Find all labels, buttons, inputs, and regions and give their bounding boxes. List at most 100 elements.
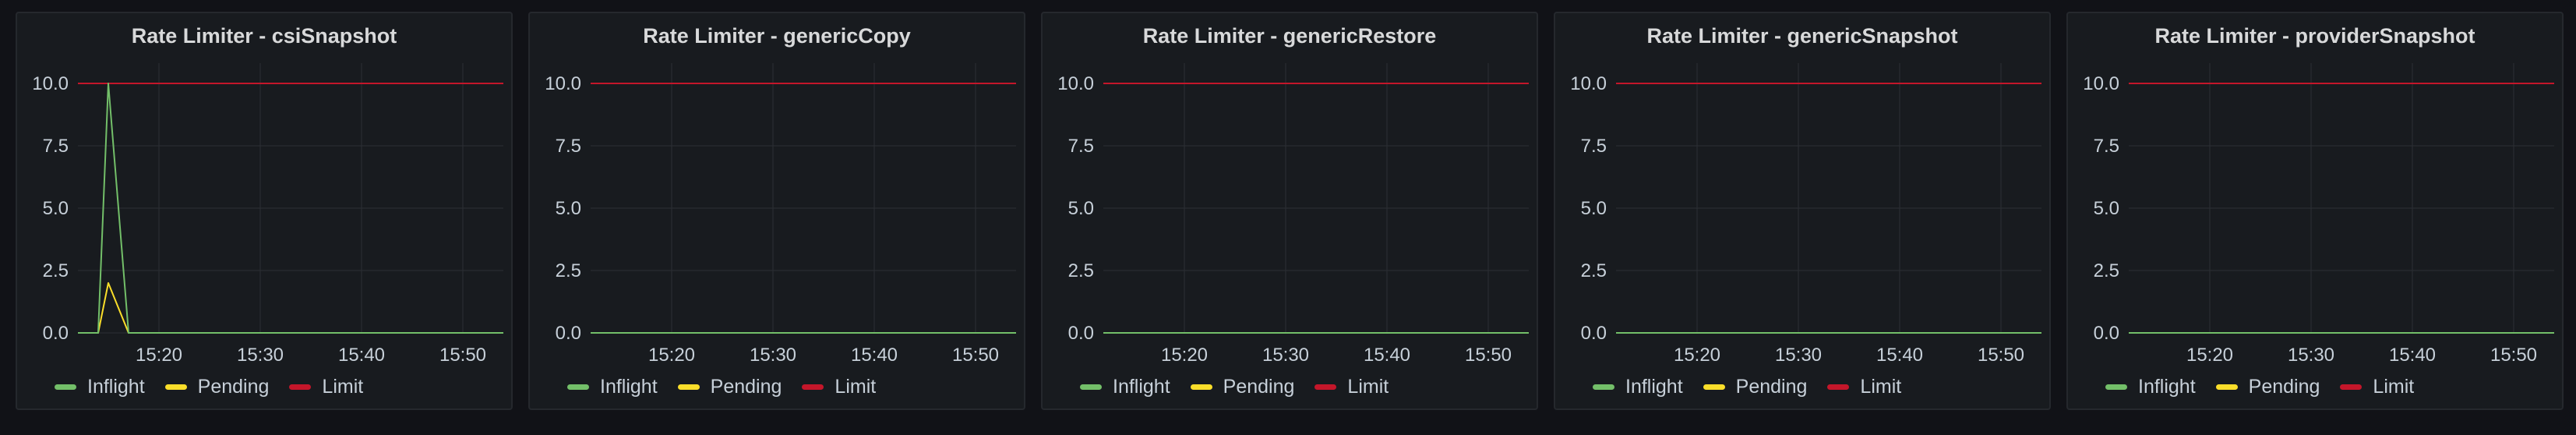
y-tick-label: 2.5 xyxy=(2094,260,2119,281)
y-tick-label: 10.0 xyxy=(32,73,69,94)
y-tick-label: 7.5 xyxy=(43,136,69,157)
legend-item-inflight[interactable]: Inflight xyxy=(2105,376,2196,398)
panel-csisnapshot[interactable]: Rate Limiter - csiSnapshot 0.0 2.5 5.0 7.5 1… xyxy=(16,12,513,410)
panel-genericsnapshot[interactable]: Rate Limiter - genericSnapshot 0.0 2.5 5.0… xyxy=(1554,12,2051,410)
x-tick-label: 15:40 xyxy=(1876,345,1923,366)
legend-swatch xyxy=(2105,384,2127,390)
legend-label: Inflight xyxy=(600,375,658,398)
chart-plot[interactable]: 0.0 2.5 5.0 7.5 10.0 15:20 15:30 15:40 15:50 xyxy=(1043,13,1537,372)
y-tick-label: 5.0 xyxy=(1581,198,1607,219)
chart-plot[interactable]: 0.0 2.5 5.0 7.5 10.0 15:20 15:30 15:40 15:50 xyxy=(530,13,1024,372)
legend-item-pending[interactable]: Pending xyxy=(2215,376,2320,398)
legend-item-inflight[interactable]: Inflight xyxy=(567,376,658,398)
legend-label: Limit xyxy=(1347,375,1389,398)
y-tick-label: 2.5 xyxy=(43,260,69,281)
y-tick-label: 2.5 xyxy=(1068,260,1094,281)
legend-swatch xyxy=(567,384,589,390)
legend-item-inflight[interactable]: Inflight xyxy=(55,376,145,398)
y-tick-label: 10.0 xyxy=(2083,73,2119,94)
legend-label: Limit xyxy=(1860,375,1902,398)
panel-title: Rate Limiter - genericSnapshot xyxy=(1646,24,1958,48)
chart-plot[interactable]: 0.0 2.5 5.0 7.5 10.0 15:20 15:30 15:40 15:50 xyxy=(17,13,511,372)
legend-label: Inflight xyxy=(1113,375,1170,398)
y-tick-label: 10.0 xyxy=(1057,73,1094,94)
y-tick-label: 2.5 xyxy=(1581,260,1607,281)
series-line-pending[interactable] xyxy=(78,282,503,334)
x-tick-label: 15:50 xyxy=(952,345,999,366)
x-tick-label: 15:20 xyxy=(1161,345,1208,366)
y-tick-label: 7.5 xyxy=(1068,136,1094,157)
legend-label: Limit xyxy=(322,375,364,398)
panel-genericcopy[interactable]: Rate Limiter - genericCopy 0.0 2.5 5.0 7.5 1… xyxy=(528,12,1025,410)
x-tick-label: 15:30 xyxy=(2288,345,2334,366)
y-tick-label: 0.0 xyxy=(1581,323,1607,344)
x-tick-label: 15:30 xyxy=(237,345,284,366)
legend-item-limit[interactable]: Limit xyxy=(802,376,876,398)
x-tick-label: 15:50 xyxy=(439,345,486,366)
legend-item-limit[interactable]: Limit xyxy=(289,376,363,398)
legend-item-pending[interactable]: Pending xyxy=(677,375,782,398)
legend-swatch xyxy=(1314,384,1337,390)
legend-swatch xyxy=(2340,384,2363,390)
legend-label: Limit xyxy=(835,375,877,398)
x-tick-label: 15:20 xyxy=(1674,345,1720,366)
x-tick-label: 15:20 xyxy=(648,345,695,366)
y-tick-label: 0.0 xyxy=(43,323,69,344)
legend-item-inflight[interactable]: Inflight xyxy=(1593,376,1683,398)
panel-title: Rate Limiter - genericCopy xyxy=(643,24,911,48)
legend: Inflight Pending Limit xyxy=(55,375,383,398)
x-tick-label: 15:40 xyxy=(851,345,898,366)
legend-label: Pending xyxy=(1223,375,1295,398)
y-tick-label: 7.5 xyxy=(1581,136,1607,157)
legend-item-limit[interactable]: Limit xyxy=(1314,376,1389,398)
x-tick-label: 15:40 xyxy=(2389,345,2436,366)
y-tick-label: 5.0 xyxy=(1068,198,1094,219)
panel-title: Rate Limiter - genericRestore xyxy=(1142,24,1437,48)
y-tick-label: 0.0 xyxy=(2094,323,2119,344)
legend-item-pending[interactable]: Pending xyxy=(164,375,270,398)
legend-swatch xyxy=(289,384,312,390)
legend-swatch xyxy=(1827,384,1850,390)
y-tick-label: 7.5 xyxy=(2094,136,2119,157)
legend-item-limit[interactable]: Limit xyxy=(2340,376,2414,398)
y-tick-label: 0.0 xyxy=(1068,323,1094,344)
legend-swatch xyxy=(677,384,700,390)
y-tick-label: 10.0 xyxy=(1570,73,1607,94)
x-tick-label: 15:40 xyxy=(338,345,385,366)
x-tick-label: 15:30 xyxy=(750,345,796,366)
y-tick-label: 0.0 xyxy=(556,323,581,344)
legend-item-pending[interactable]: Pending xyxy=(1703,375,1808,398)
legend-swatch xyxy=(164,384,187,390)
panel-title: Rate Limiter - csiSnapshot xyxy=(131,24,397,48)
legend-label: Pending xyxy=(1735,375,1808,398)
x-tick-label: 15:50 xyxy=(1978,345,2024,366)
legend-swatch xyxy=(1703,384,1725,390)
legend: Inflight Pending Limit xyxy=(1080,375,1409,398)
panel-genericrestore[interactable]: Rate Limiter - genericRestore 0.0 2.5 5.0 7… xyxy=(1041,12,1538,410)
legend-label: Pending xyxy=(710,375,782,398)
legend-swatch xyxy=(55,384,76,390)
legend-label: Inflight xyxy=(2138,375,2196,398)
legend-swatch xyxy=(1593,384,1614,390)
legend-item-pending[interactable]: Pending xyxy=(1190,375,1295,398)
legend: Inflight Pending Limit xyxy=(2105,375,2434,398)
y-tick-label: 2.5 xyxy=(556,260,581,281)
panel-providersnapshot[interactable]: Rate Limiter - providerSnapshot 0.0 2.5 5.… xyxy=(2066,12,2564,410)
x-tick-label: 15:30 xyxy=(1262,345,1309,366)
series-line-inflight[interactable] xyxy=(78,83,503,334)
legend-item-limit[interactable]: Limit xyxy=(1827,376,1901,398)
legend-item-inflight[interactable]: Inflight xyxy=(1080,376,1170,398)
legend-swatch xyxy=(1080,384,1102,390)
y-tick-label: 5.0 xyxy=(2094,198,2119,219)
y-tick-label: 5.0 xyxy=(556,198,581,219)
panel-title: Rate Limiter - providerSnapshot xyxy=(2154,24,2475,48)
x-tick-label: 15:20 xyxy=(2186,345,2233,366)
y-tick-label: 10.0 xyxy=(545,73,581,94)
chart-plot[interactable]: 0.0 2.5 5.0 7.5 10.0 15:20 15:30 15:40 15:50 xyxy=(1555,13,2049,372)
legend: Inflight Pending Limit xyxy=(1593,375,1921,398)
chart-plot[interactable]: 0.0 2.5 5.0 7.5 10.0 15:20 15:30 15:40 15:50 xyxy=(2068,13,2562,372)
legend: Inflight Pending Limit xyxy=(567,375,896,398)
legend-label: Pending xyxy=(197,375,270,398)
x-tick-label: 15:40 xyxy=(1364,345,1410,366)
